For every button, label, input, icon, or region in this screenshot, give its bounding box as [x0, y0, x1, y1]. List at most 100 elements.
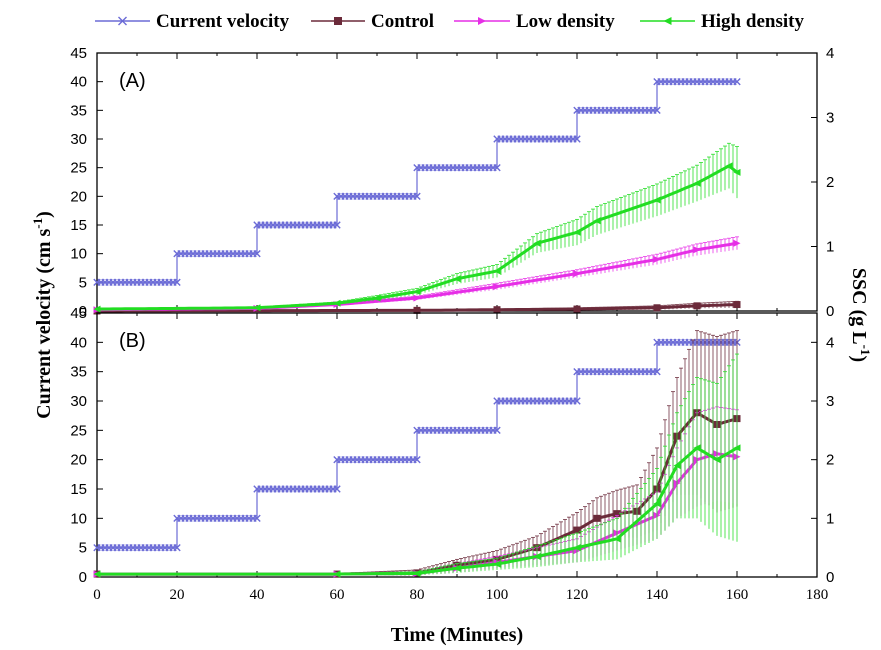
- series-high-density: [93, 353, 741, 578]
- data-point: [653, 106, 661, 115]
- data-point: [493, 163, 501, 172]
- y2-tick-label: 2: [826, 452, 834, 469]
- x-tick-label: 160: [726, 587, 749, 603]
- y-axis-title-text: Current velocity (cm s: [33, 228, 55, 418]
- data-point: [453, 564, 461, 572]
- x-tick-label: 120: [566, 587, 589, 603]
- data-point: [493, 306, 501, 314]
- data-point: [533, 552, 541, 560]
- legend-item-control: Control: [311, 11, 434, 32]
- data-point: [593, 217, 601, 225]
- data-point: [493, 282, 501, 290]
- data-point: [653, 255, 661, 263]
- y-tick-label: 20: [70, 452, 87, 469]
- data-point: [733, 239, 741, 247]
- data-point: [333, 299, 341, 307]
- y-tick-label: 40: [70, 334, 87, 351]
- data-point: [93, 305, 101, 313]
- y-tick-label: 15: [70, 481, 87, 498]
- x-tick-label: 80: [410, 587, 425, 603]
- y-tick-label: 10: [70, 510, 87, 527]
- legend-item-current-velocity: Current velocity: [95, 11, 290, 32]
- data-point: [733, 301, 741, 309]
- series-low-density: [93, 236, 741, 314]
- data-point: [693, 246, 701, 254]
- data-point: [573, 526, 581, 534]
- y-tick-label: 35: [70, 102, 87, 119]
- data-point: [653, 500, 661, 508]
- data-point: [613, 510, 621, 518]
- data-point: [413, 455, 421, 464]
- legend-label: High density: [701, 11, 804, 32]
- data-point: [653, 196, 661, 204]
- x-axis-title: Time (Minutes): [391, 624, 523, 646]
- x-tick-label: 140: [646, 587, 669, 603]
- data-point: [713, 456, 721, 464]
- x-tick-label: 20: [170, 587, 185, 603]
- panel-label: (A): [119, 70, 146, 92]
- y-tick-label: 20: [70, 188, 87, 205]
- y-tick-label: 30: [70, 131, 87, 148]
- y2-tick-label: 0: [826, 569, 834, 586]
- data-point: [613, 535, 621, 543]
- legend-marker-icon: [478, 17, 486, 25]
- data-point: [573, 270, 581, 278]
- data-point: [453, 275, 461, 283]
- series-current-velocity: [93, 77, 741, 287]
- data-point: [413, 192, 421, 201]
- y2-tick-label: 1: [826, 239, 834, 256]
- data-point: [573, 397, 581, 405]
- data-point: [733, 444, 741, 452]
- y-tick-label: 15: [70, 217, 87, 234]
- data-point: [573, 544, 581, 552]
- data-point: [253, 304, 261, 312]
- data-point: [333, 221, 341, 229]
- data-point: [493, 426, 501, 435]
- y2-axis-title-close: ): [848, 355, 870, 362]
- y2-tick-label: 1: [826, 510, 834, 527]
- data-point: [173, 278, 181, 287]
- legend-marker-icon: [334, 17, 342, 25]
- y-tick-label: 25: [70, 160, 87, 177]
- y-tick-label: 45: [70, 305, 87, 322]
- data-point: [725, 162, 733, 170]
- series-line: [97, 81, 737, 283]
- y2-tick-label: 4: [826, 334, 834, 351]
- data-point: [413, 288, 421, 296]
- legend-marker-icon: [663, 17, 672, 25]
- y2-tick-label: 2: [826, 174, 834, 191]
- y-tick-label: 40: [70, 74, 87, 91]
- data-point: [173, 543, 181, 552]
- data-point: [573, 305, 581, 313]
- series-current-velocity: [93, 338, 741, 552]
- data-point: [593, 514, 601, 522]
- y-tick-label: 5: [79, 274, 87, 291]
- y-tick-label: 0: [79, 303, 87, 320]
- y-tick-label: 0: [79, 569, 87, 586]
- data-point: [333, 485, 341, 493]
- x-tick-label: 180: [806, 587, 829, 603]
- y2-tick-label: 4: [826, 45, 834, 62]
- data-point: [253, 514, 261, 523]
- data-point: [573, 135, 581, 143]
- y2-tick-label: 3: [826, 393, 834, 410]
- x-tick-label: 0: [93, 587, 101, 603]
- y2-tick-label: 3: [826, 110, 834, 127]
- legend-label: Low density: [516, 11, 615, 32]
- data-point: [653, 367, 661, 376]
- legend: Current velocity Control Low density High d…: [95, 11, 804, 32]
- data-point: [693, 444, 701, 452]
- data-point: [413, 294, 421, 302]
- data-point: [253, 249, 261, 258]
- data-point: [693, 302, 701, 310]
- data-point: [333, 570, 341, 578]
- data-point: [733, 168, 741, 176]
- y2-axis-title-text: SSC (g L: [848, 268, 870, 345]
- y-tick-label: 30: [70, 393, 87, 410]
- legend-marker-icon: [118, 16, 127, 26]
- y-axis-title: Current velocity (cm s-1): [30, 211, 55, 419]
- x-tick-label: 60: [330, 587, 345, 603]
- x-tick-label: 40: [250, 587, 265, 603]
